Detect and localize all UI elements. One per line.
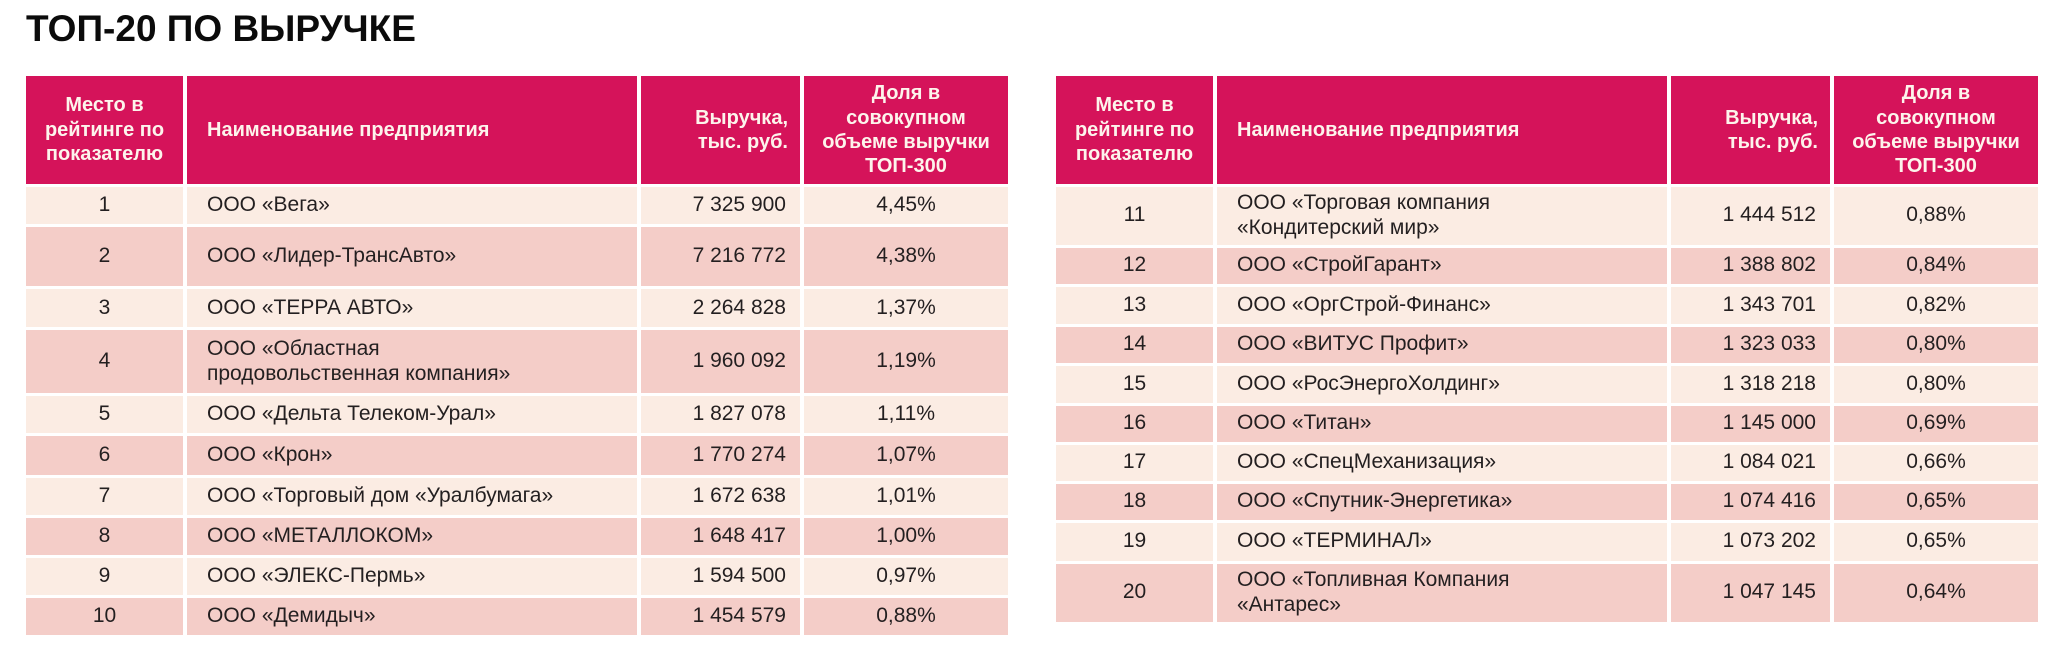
share-cell: 0,82% bbox=[1834, 286, 2038, 324]
share-cell: 0,88% bbox=[804, 598, 1008, 635]
rank-cell: 15 bbox=[1056, 365, 1213, 403]
company-name-cell: ООО «Демидыч» bbox=[187, 598, 637, 635]
revenue-cell: 7 325 900 bbox=[641, 187, 800, 224]
rank-cell: 3 bbox=[26, 289, 183, 327]
share-cell: 1,01% bbox=[804, 478, 1008, 515]
tables-container: Место в рейтинге по показателю Наименова… bbox=[26, 76, 2072, 635]
rank-cell: 11 bbox=[1056, 187, 1213, 245]
revenue-cell: 7 216 772 bbox=[641, 227, 800, 286]
rank-cell: 14 bbox=[1056, 326, 1213, 363]
company-name-cell: ООО «Крон» bbox=[187, 436, 637, 475]
revenue-cell: 1 318 218 bbox=[1671, 365, 1830, 403]
company-name-cell: ООО «СтройГарант» bbox=[1217, 247, 1667, 284]
page-title: ТОП-20 ПО ВЫРУЧКЕ bbox=[26, 8, 416, 49]
company-name-cell: ООО «ТЕРМИНАЛ» bbox=[1217, 522, 1667, 561]
revenue-cell: 1 323 033 bbox=[1671, 326, 1830, 363]
share-cell: 1,00% bbox=[804, 518, 1008, 555]
share-cell: 0,69% bbox=[1834, 405, 2038, 442]
rank-cell: 4 bbox=[26, 330, 183, 393]
share-cell: 4,45% bbox=[804, 187, 1008, 224]
share-cell: 1,11% bbox=[804, 396, 1008, 433]
revenue-cell: 1 960 092 bbox=[641, 330, 800, 393]
rank-cell: 8 bbox=[26, 518, 183, 555]
rank-cell: 10 bbox=[26, 598, 183, 635]
share-cell: 1,07% bbox=[804, 436, 1008, 475]
top20-revenue-table-right: Место в рейтинге по показателю Наименова… bbox=[1056, 76, 2038, 635]
column-header-share: Доля в совокупном объеме выручки ТОП-300 bbox=[1834, 76, 2038, 184]
share-cell: 1,37% bbox=[804, 289, 1008, 327]
company-name-cell: ООО «ТЕРРА АВТО» bbox=[187, 289, 637, 327]
company-name-cell: ООО «Вега» bbox=[187, 187, 637, 224]
revenue-cell: 1 145 000 bbox=[1671, 405, 1830, 442]
column-header-rank: Место в рейтинге по показателю bbox=[26, 76, 183, 184]
company-name-cell: ООО «ОргСтрой-Финанс» bbox=[1217, 286, 1667, 324]
share-cell: 4,38% bbox=[804, 227, 1008, 286]
rank-cell: 17 bbox=[1056, 444, 1213, 481]
rank-cell: 16 bbox=[1056, 405, 1213, 442]
share-cell: 1,19% bbox=[804, 330, 1008, 393]
revenue-cell: 1 770 274 bbox=[641, 436, 800, 475]
company-name-cell: ООО «Титан» bbox=[1217, 405, 1667, 442]
revenue-cell: 1 073 202 bbox=[1671, 522, 1830, 561]
rank-cell: 5 bbox=[26, 396, 183, 433]
rank-cell: 2 bbox=[26, 227, 183, 286]
share-cell: 0,97% bbox=[804, 558, 1008, 595]
column-header-revenue: Выручка, тыс. руб. bbox=[641, 76, 800, 184]
company-name-cell: ООО «Дельта Телеком-Урал» bbox=[187, 396, 637, 433]
column-header-share: Доля в совокупном объеме выручки ТОП-300 bbox=[804, 76, 1008, 184]
column-header-revenue: Выручка, тыс. руб. bbox=[1671, 76, 1830, 184]
rank-cell: 12 bbox=[1056, 247, 1213, 284]
company-name-cell: ООО «Спутник-Энергетика» bbox=[1217, 483, 1667, 520]
company-name-cell: ООО «ВИТУС Профит» bbox=[1217, 326, 1667, 363]
revenue-cell: 1 047 145 bbox=[1671, 563, 1830, 622]
revenue-cell: 1 388 802 bbox=[1671, 247, 1830, 284]
revenue-cell: 1 074 416 bbox=[1671, 483, 1830, 520]
share-cell: 0,80% bbox=[1834, 365, 2038, 403]
share-cell: 0,65% bbox=[1834, 522, 2038, 561]
revenue-cell: 1 343 701 bbox=[1671, 286, 1830, 324]
rank-cell: 6 bbox=[26, 436, 183, 475]
company-name-cell: ООО «Лидер-ТрансАвто» bbox=[187, 227, 637, 286]
company-name-cell: ООО «РосЭнергоХолдинг» bbox=[1217, 365, 1667, 403]
company-name-cell: ООО «Топливная Компания «Антарес» bbox=[1217, 563, 1667, 622]
column-header-company: Наименование предприятия bbox=[1217, 76, 1667, 184]
company-name-cell: ООО «ЭЛЕКС-Пермь» bbox=[187, 558, 637, 595]
company-name-cell: ООО «Торговая компания «Кондитерский мир… bbox=[1217, 187, 1667, 245]
share-cell: 0,65% bbox=[1834, 483, 2038, 520]
revenue-cell: 1 444 512 bbox=[1671, 187, 1830, 245]
rank-cell: 1 bbox=[26, 187, 183, 224]
share-cell: 0,80% bbox=[1834, 326, 2038, 363]
rank-cell: 19 bbox=[1056, 522, 1213, 561]
share-cell: 0,66% bbox=[1834, 444, 2038, 481]
rank-cell: 13 bbox=[1056, 286, 1213, 324]
share-cell: 0,84% bbox=[1834, 247, 2038, 284]
rank-cell: 20 bbox=[1056, 563, 1213, 622]
column-header-rank: Место в рейтинге по показателю bbox=[1056, 76, 1213, 184]
revenue-cell: 1 648 417 bbox=[641, 518, 800, 555]
rank-cell: 9 bbox=[26, 558, 183, 595]
column-header-company: Наименование предприятия bbox=[187, 76, 637, 184]
report-page: ТОП-20 ПО ВЫРУЧКЕ Место в рейтинге по по… bbox=[26, 8, 2072, 635]
top20-revenue-table-left: Место в рейтинге по показателю Наименова… bbox=[26, 76, 1008, 635]
rank-cell: 7 bbox=[26, 478, 183, 515]
revenue-cell: 1 454 579 bbox=[641, 598, 800, 635]
revenue-cell: 1 672 638 bbox=[641, 478, 800, 515]
revenue-cell: 2 264 828 bbox=[641, 289, 800, 327]
share-cell: 0,64% bbox=[1834, 563, 2038, 622]
company-name-cell: ООО «Торговый дом «Уралбумага» bbox=[187, 478, 637, 515]
revenue-cell: 1 827 078 bbox=[641, 396, 800, 433]
company-name-cell: ООО «СпецМеханизация» bbox=[1217, 444, 1667, 481]
revenue-cell: 1 084 021 bbox=[1671, 444, 1830, 481]
rank-cell: 18 bbox=[1056, 483, 1213, 520]
revenue-cell: 1 594 500 bbox=[641, 558, 800, 595]
share-cell: 0,88% bbox=[1834, 187, 2038, 245]
company-name-cell: ООО «МЕТАЛЛОКОМ» bbox=[187, 518, 637, 555]
company-name-cell: ООО «Областная продовольственная компани… bbox=[187, 330, 637, 393]
